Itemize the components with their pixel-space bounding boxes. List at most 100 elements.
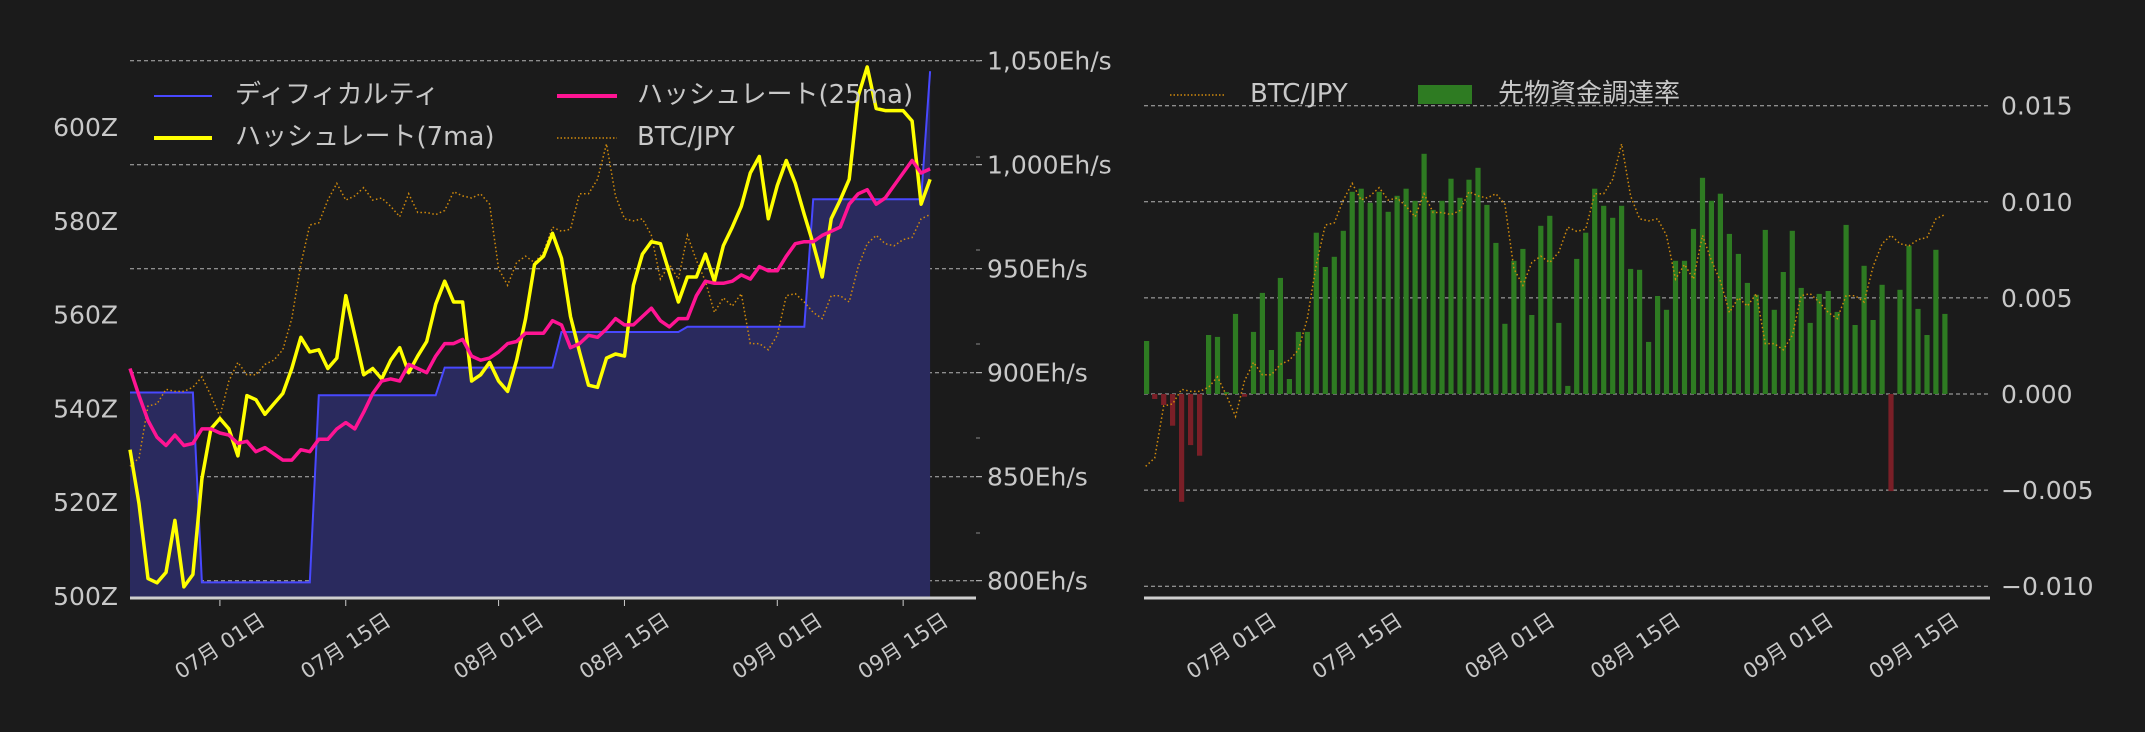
funding-rate-bar [1574, 258, 1580, 394]
funding-rate-bar [1690, 228, 1697, 394]
funding-rate-bar [1628, 268, 1634, 394]
funding-rate-bar [1295, 331, 1301, 394]
funding-rate-bar [1663, 309, 1670, 394]
funding-rate-bar [1852, 325, 1858, 394]
funding-rate-bar [1825, 291, 1831, 394]
right-axis-label: 850Eh/s [987, 463, 1088, 492]
x-axis-label: 09月 01日 [728, 608, 827, 684]
funding-rate-bar [1179, 394, 1185, 502]
right-axis-label: 800Eh/s [987, 567, 1088, 596]
funding-rate-bar [1780, 272, 1786, 394]
funding-rate-bar [1717, 193, 1723, 394]
funding-rate-bar [1547, 215, 1553, 394]
funding-rate-bar [1367, 202, 1373, 394]
legend-swatch-hashrate-25ma [557, 94, 617, 98]
x-axis-label: 08月 15日 [1586, 608, 1685, 684]
funding-rate-bar [1798, 287, 1804, 394]
legend-swatch-btc-jpy [557, 137, 617, 139]
funding-rate-bar [1214, 336, 1221, 394]
funding-rate-bar [1637, 269, 1643, 394]
funding-rate-bar [1681, 260, 1688, 394]
funding-rate-bar [1232, 313, 1239, 394]
right-axis-label: −0.005 [2001, 476, 2094, 505]
left-axis-label: 500Z [53, 582, 118, 611]
btc-jpy-line-right [1145, 143, 1946, 467]
funding-rate-bar [1933, 249, 1939, 394]
funding-rate-bar [1376, 191, 1382, 394]
legend-swatch-hashrate-7ma [154, 136, 212, 140]
funding-rate-bar [1277, 277, 1283, 394]
legend-label-hashrate-25ma: ハッシュレート(25ma) [637, 80, 914, 110]
funding-rate-bar [1861, 265, 1867, 394]
funding-rate-bar [1708, 200, 1714, 394]
funding-rate-bar [1601, 205, 1607, 394]
funding-rate-bar [1421, 153, 1427, 395]
funding-rate-bar [1197, 394, 1203, 456]
funding-rate-bar [1475, 167, 1481, 394]
x-axis-label: 09月 15日 [854, 608, 953, 684]
funding-rate-bar [1259, 292, 1265, 394]
funding-rate-bar [1699, 177, 1706, 394]
funding-rate-bar [1556, 322, 1562, 394]
funding-rate-bar [1385, 211, 1391, 394]
right-axis-label: 0.005 [2001, 284, 2073, 313]
funding-rate-bar [1349, 191, 1355, 394]
funding-rate-bar [1816, 293, 1822, 394]
funding-rate-bar [1726, 233, 1732, 394]
x-axis-label: 09月 01日 [1739, 608, 1838, 684]
funding-rate-bar [1161, 394, 1167, 405]
funding-rate-bar [1322, 267, 1328, 394]
x-axis-label: 08月 15日 [575, 608, 674, 684]
x-axis-label: 07月 15日 [1308, 608, 1407, 684]
x-axis-label: 07月 01日 [1182, 608, 1281, 684]
funding-rate-bar [1511, 260, 1517, 394]
x-axis-label: 08月 01日 [449, 608, 548, 684]
legend-swatch-btc-jpy-right [1170, 94, 1224, 96]
right-axis-label: 0.015 [2001, 92, 2073, 121]
right-axis-label: 1,050Eh/s [987, 47, 1112, 76]
x-axis-label: 07月 15日 [296, 608, 395, 684]
funding-rate-bar [1906, 245, 1912, 394]
left-axis-label: 560Z [53, 301, 118, 330]
funding-rate-bar [1592, 188, 1598, 394]
x-axis-label: 09月 15日 [1865, 608, 1964, 684]
funding-rate-bar [1771, 309, 1777, 394]
right-axis-label: −0.010 [2001, 572, 2094, 601]
legend-label-funding-rate: 先物資金調達率 [1498, 79, 1681, 109]
funding-rate-bar [1457, 197, 1463, 394]
x-axis-label: 08月 01日 [1461, 608, 1560, 684]
left-axis-label: 600Z [53, 113, 118, 142]
funding-rate-bar [1358, 188, 1364, 394]
right-axis-label: 0.000 [2001, 380, 2073, 409]
funding-rate-bar [1888, 394, 1894, 492]
left-axis-label: 540Z [53, 394, 118, 423]
funding-rate-bar [1762, 229, 1768, 394]
funding-rate-bar [1331, 256, 1337, 394]
legend-label-btc-jpy: BTC/JPY [637, 122, 735, 152]
difficulty-fill [130, 71, 931, 598]
funding-rate-bar [1412, 200, 1418, 394]
funding-rate-bar [1206, 335, 1212, 394]
funding-rate-bar [1789, 230, 1795, 394]
funding-rate-bar [1394, 195, 1400, 394]
funding-rate-bar [1672, 260, 1679, 394]
funding-rate-bar [1170, 394, 1176, 426]
funding-rate-bar [1610, 217, 1616, 394]
difficulty-line [130, 71, 932, 584]
funding-rate-bar [1152, 394, 1158, 399]
funding-rate-bar [1493, 242, 1499, 394]
funding-rate-bar [1439, 200, 1445, 394]
funding-rate-bar [1520, 248, 1526, 394]
funding-rate-chart: 0.015 0.010 0.005 0.000 −0.005 −0.010 07月 01日 0… [1144, 92, 2094, 684]
legend-label-btc-jpy-right: BTC/JPY [1250, 79, 1348, 109]
funding-rate-bar [1807, 322, 1813, 394]
funding-rate-bar [1646, 341, 1652, 394]
funding-rate-bar [1619, 205, 1625, 394]
funding-rate-bar [1565, 385, 1571, 394]
legend-label-difficulty: ディフィカルティ [235, 80, 440, 110]
x-axis-label: 07月 01日 [171, 608, 270, 684]
funding-rate-bar [1753, 294, 1759, 394]
hashrate-7ma-line [128, 65, 932, 589]
hashrate-25ma-line [128, 158, 931, 462]
